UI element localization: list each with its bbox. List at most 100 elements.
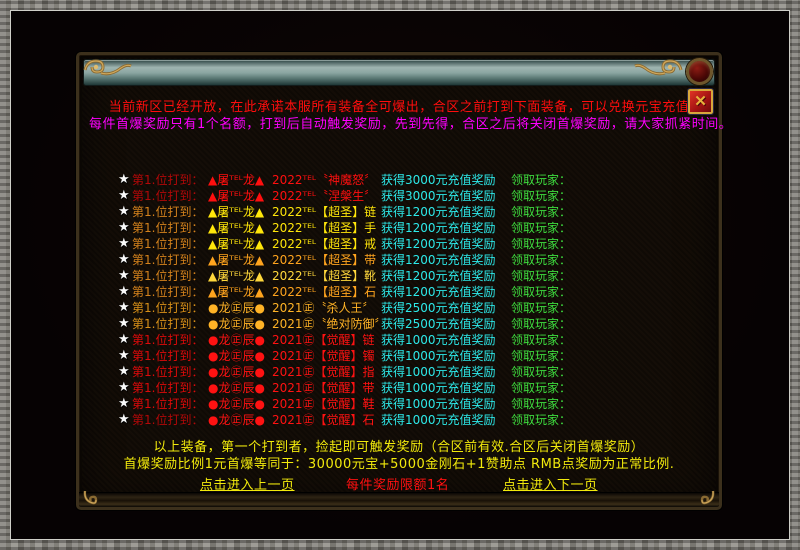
row-server-name: ●龙㊣辰●: [208, 396, 265, 411]
star-icon: ★: [118, 411, 130, 427]
row-rank-prefix: 第1.位打到：: [132, 204, 204, 219]
corner-curl-icon: [83, 490, 98, 505]
row-item-name: 2021㊣【觉醒】石: [272, 412, 375, 427]
row-claim-player-label: 领取玩家：: [511, 396, 572, 411]
pagination-bar: 点击进入上一页 每件奖励限额1名 点击进入下一页: [79, 474, 719, 493]
row-reward-amount: 获得1200元充值奖励: [381, 252, 496, 267]
scroll-ornament-icon: [634, 59, 683, 76]
row-server-name: ●龙㊣辰●: [208, 412, 265, 427]
row-reward-amount: 获得1200元充值奖励: [381, 284, 496, 299]
dialog-bottom-frame: [79, 492, 719, 507]
row-claim-player-label: 领取玩家：: [511, 364, 572, 379]
row-reward-amount: 获得1200元充值奖励: [381, 236, 496, 251]
row-server-name: ●龙㊣辰●: [208, 332, 265, 347]
row-rank-prefix: 第1.位打到：: [132, 300, 204, 315]
star-icon: ★: [118, 203, 130, 219]
close-button[interactable]: ✕: [687, 88, 714, 115]
orb-decoration: [686, 58, 713, 85]
reward-row: ★ 第1.位打到： ▲屠ᵀᴱᴸ龙▲ 2022ᵀᴱᴸ【超圣】手 获得1200元充值…: [79, 219, 719, 235]
row-claim-player-label: 领取玩家：: [511, 236, 572, 251]
row-reward-amount: 获得1000元充值奖励: [381, 412, 496, 427]
reward-row: ★ 第1.位打到： ▲屠ᵀᴱᴸ龙▲ 2022ᵀᴱᴸ【超圣】石 获得1200元充值…: [79, 283, 719, 299]
row-item-name: 2021㊣【觉醒】镯: [272, 348, 375, 363]
star-icon: ★: [118, 171, 130, 187]
star-icon: ★: [118, 363, 130, 379]
row-rank-prefix: 第1.位打到：: [132, 316, 204, 331]
row-item-name: 2022ᵀᴱᴸ【超圣】带: [272, 252, 377, 267]
row-item-name: 2021㊣【觉醒】鞋: [272, 396, 375, 411]
row-server-name: ●龙㊣辰●: [208, 380, 265, 395]
reward-row: ★ 第1.位打到： ●龙㊣辰● 2021㊣〝绝对防御〞 获得2500元充值奖励 …: [79, 315, 719, 331]
row-claim-player-label: 领取玩家：: [511, 188, 572, 203]
prev-page-link[interactable]: 点击进入上一页: [200, 478, 295, 493]
row-server-name: ●龙㊣辰●: [208, 348, 265, 363]
row-item-name: 2022ᵀᴱᴸ〝涅槃生〞: [272, 188, 377, 203]
notice-line1: 当前新区已经开放，在此承诺本服所有装备全可爆出，合区之前打到下面装备，可以兑换元…: [108, 100, 690, 115]
star-icon: ★: [118, 315, 130, 331]
row-reward-amount: 获得1200元充值奖励: [381, 268, 496, 283]
star-icon: ★: [118, 235, 130, 251]
row-claim-player-label: 领取玩家：: [511, 380, 572, 395]
row-claim-player-label: 领取玩家：: [511, 284, 572, 299]
row-server-name: ▲屠ᵀᴱᴸ龙▲: [208, 284, 265, 299]
row-claim-player-label: 领取玩家：: [511, 268, 572, 283]
star-icon: ★: [118, 299, 130, 315]
row-reward-amount: 获得1000元充值奖励: [381, 348, 496, 363]
row-server-name: ▲屠ᵀᴱᴸ龙▲: [208, 268, 265, 283]
row-rank-prefix: 第1.位打到：: [132, 332, 204, 347]
row-rank-prefix: 第1.位打到：: [132, 364, 204, 379]
row-rank-prefix: 第1.位打到：: [132, 252, 204, 267]
next-page-link[interactable]: 点击进入下一页: [503, 478, 598, 493]
row-rank-prefix: 第1.位打到：: [132, 348, 204, 363]
reward-row: ★ 第1.位打到： ●龙㊣辰● 2021㊣〝杀人王〞 获得2500元充值奖励 领…: [79, 299, 719, 315]
row-claim-player-label: 领取玩家：: [511, 316, 572, 331]
row-rank-prefix: 第1.位打到：: [132, 172, 204, 187]
row-server-name: ▲屠ᵀᴱᴸ龙▲: [208, 172, 265, 187]
star-icon: ★: [118, 331, 130, 347]
scroll-ornament-icon: [83, 59, 132, 76]
footer-section: 以上装备，第一个打到者，捡起即可触发奖励（合区前有效.合区后关闭首爆奖励） 首爆…: [79, 439, 719, 493]
row-reward-amount: 获得3000元充值奖励: [381, 172, 496, 187]
row-claim-player-label: 领取玩家：: [511, 204, 572, 219]
row-rank-prefix: 第1.位打到：: [132, 236, 204, 251]
row-reward-amount: 获得1000元充值奖励: [381, 332, 496, 347]
reward-row: ★ 第1.位打到： ▲屠ᵀᴱᴸ龙▲ 2022ᵀᴱᴸ〝涅槃生〞 获得3000元充值…: [79, 187, 719, 203]
row-item-name: 2022ᵀᴱᴸ【超圣】链: [272, 204, 377, 219]
row-reward-amount: 获得2500元充值奖励: [381, 300, 496, 315]
reward-row: ★ 第1.位打到： ▲屠ᵀᴱᴸ龙▲ 2022ᵀᴱᴸ〝神魔怒〞 获得3000元充值…: [79, 171, 719, 187]
star-icon: ★: [118, 283, 130, 299]
footer-exchange-rate-line: 首爆奖励比例1元首爆等同于：30000元宝+5000金刚石+1赞助点 RMB点奖…: [123, 457, 675, 472]
row-claim-player-label: 领取玩家：: [511, 252, 572, 267]
reward-list: ★ 第1.位打到： ▲屠ᵀᴱᴸ龙▲ 2022ᵀᴱᴸ〝神魔怒〞 获得3000元充值…: [79, 171, 719, 427]
reward-row: ★ 第1.位打到： ▲屠ᵀᴱᴸ龙▲ 2022ᵀᴱᴸ【超圣】链 获得1200元充值…: [79, 203, 719, 219]
row-server-name: ●龙㊣辰●: [208, 364, 265, 379]
row-reward-amount: 获得1000元充值奖励: [381, 380, 496, 395]
row-reward-amount: 获得1200元充值奖励: [381, 220, 496, 235]
reward-row: ★ 第1.位打到： ●龙㊣辰● 2021㊣【觉醒】鞋 获得1000元充值奖励 领…: [79, 395, 719, 411]
row-server-name: ▲屠ᵀᴱᴸ龙▲: [208, 220, 265, 235]
reward-row: ★ 第1.位打到： ●龙㊣辰● 2021㊣【觉醒】链 获得1000元充值奖励 领…: [79, 331, 719, 347]
row-rank-prefix: 第1.位打到：: [132, 284, 204, 299]
row-item-name: 2022ᵀᴱᴸ【超圣】石: [272, 284, 377, 299]
notice-line2: 每件首爆奖励只有1个名额，打到后自动触发奖励，先到先得，合区之后将关闭首爆奖励，…: [89, 117, 733, 132]
row-rank-prefix: 第1.位打到：: [132, 380, 204, 395]
row-reward-amount: 获得1000元充值奖励: [381, 396, 496, 411]
row-rank-prefix: 第1.位打到：: [132, 268, 204, 283]
row-claim-player-label: 领取玩家：: [511, 172, 572, 187]
reward-row: ★ 第1.位打到： ▲屠ᵀᴱᴸ龙▲ 2022ᵀᴱᴸ【超圣】戒 获得1200元充值…: [79, 235, 719, 251]
corner-curl-icon: [700, 490, 715, 505]
row-reward-amount: 获得1200元充值奖励: [381, 204, 496, 219]
reward-row: ★ 第1.位打到： ●龙㊣辰● 2021㊣【觉醒】指 获得1000元充值奖励 领…: [79, 363, 719, 379]
row-item-name: 2022ᵀᴱᴸ〝神魔怒〞: [272, 172, 377, 187]
star-icon: ★: [118, 379, 130, 395]
row-claim-player-label: 领取玩家：: [511, 220, 572, 235]
row-server-name: ▲屠ᵀᴱᴸ龙▲: [208, 252, 265, 267]
row-server-name: ●龙㊣辰●: [208, 300, 265, 315]
star-icon: ★: [118, 395, 130, 411]
row-item-name: 2022ᵀᴱᴸ【超圣】戒: [272, 236, 377, 251]
row-reward-amount: 获得3000元充值奖励: [381, 188, 496, 203]
star-icon: ★: [118, 347, 130, 363]
row-rank-prefix: 第1.位打到：: [132, 396, 204, 411]
row-item-name: 2021㊣〝绝对防御〞: [272, 316, 387, 331]
reward-row: ★ 第1.位打到： ▲屠ᵀᴱᴸ龙▲ 2022ᵀᴱᴸ【超圣】带 获得1200元充值…: [79, 251, 719, 267]
